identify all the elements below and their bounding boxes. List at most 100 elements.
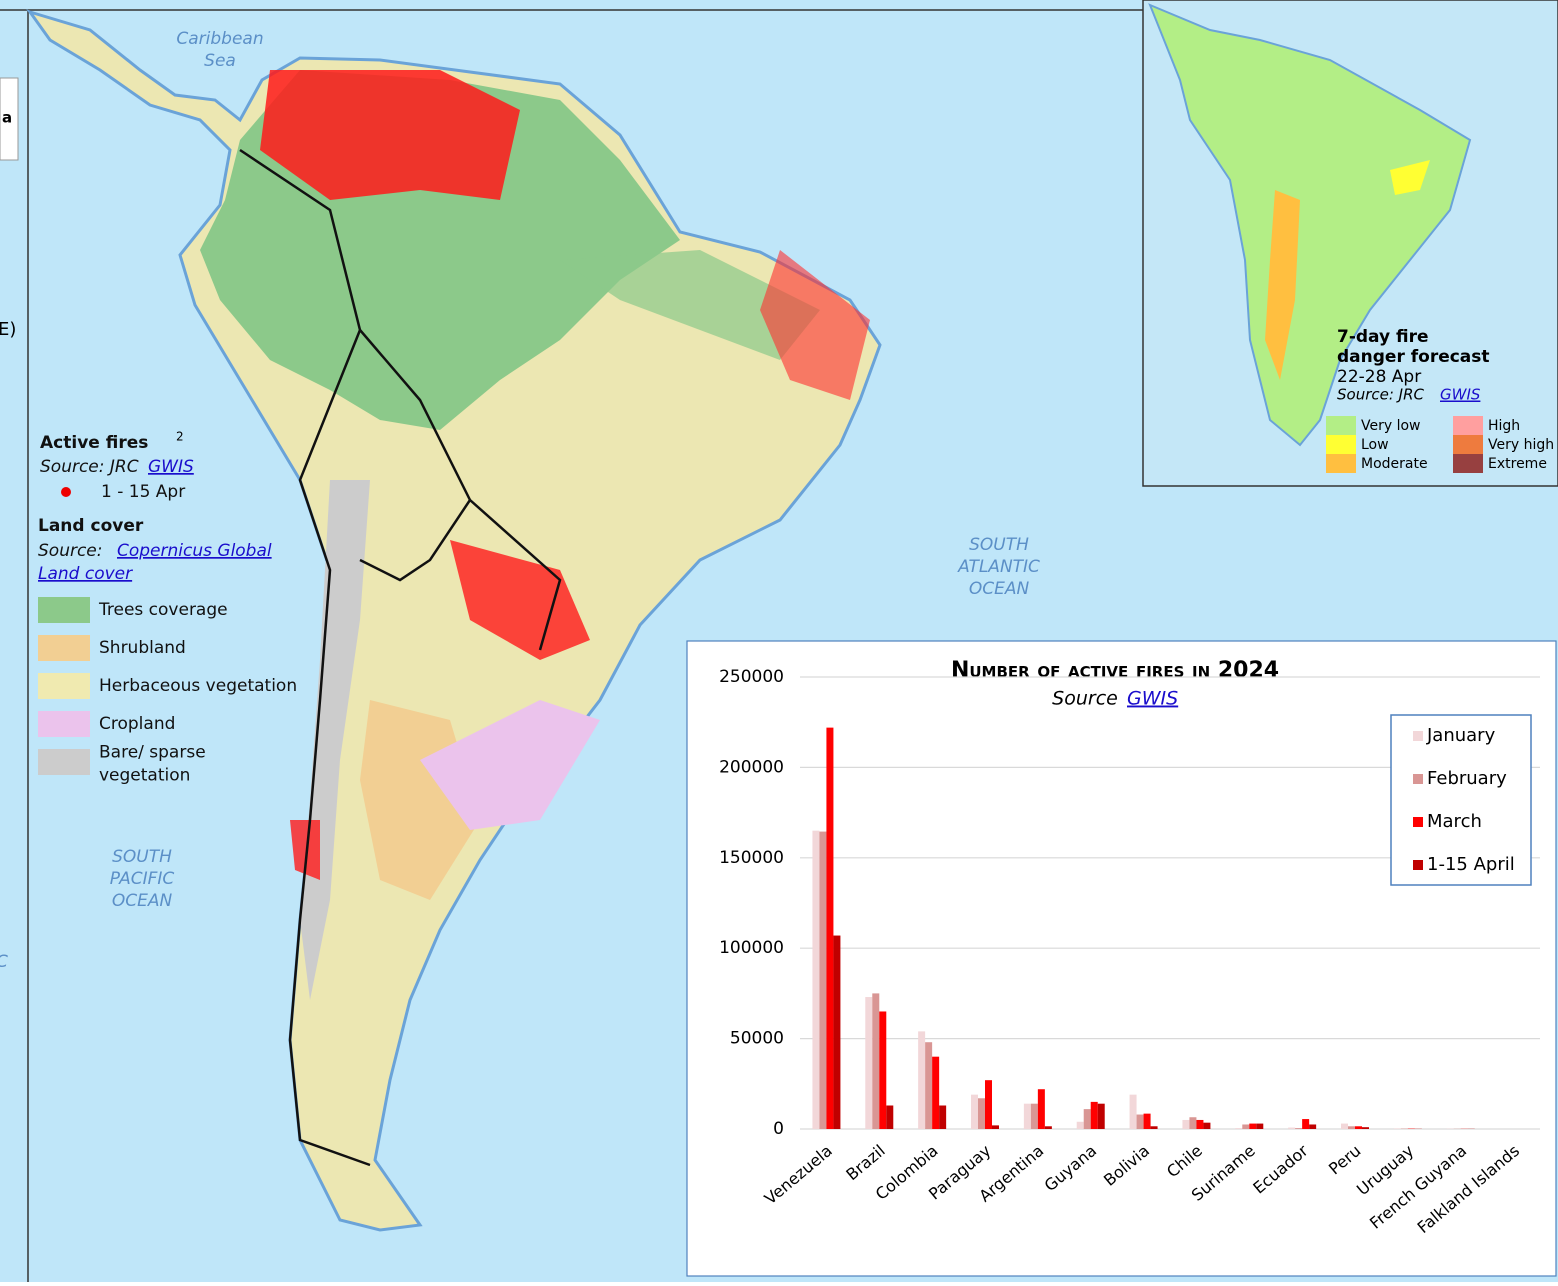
- bar: [985, 1080, 992, 1129]
- chart-title: Number of active fires in 2024: [951, 658, 1279, 683]
- legend-swatch: [1413, 731, 1423, 741]
- bar: [872, 993, 879, 1129]
- bar: [1077, 1122, 1084, 1129]
- sea-label: Caribbean: [176, 29, 263, 49]
- bar: [833, 936, 840, 1129]
- legend-label: High: [1488, 418, 1520, 434]
- legend-swatch: [1326, 416, 1356, 435]
- bar: [939, 1105, 946, 1129]
- bar: [932, 1057, 939, 1129]
- legend-title: Active fires: [40, 433, 148, 453]
- bar: [1144, 1114, 1151, 1129]
- bar: [1151, 1126, 1158, 1129]
- bar: [1189, 1117, 1196, 1129]
- inset-title: 7-day fire: [1337, 327, 1429, 347]
- bar: [1130, 1095, 1137, 1129]
- legend-label: Extreme: [1488, 456, 1547, 472]
- sea-label: Sea: [204, 51, 236, 71]
- bar: [886, 1105, 893, 1129]
- source-link[interactable]: Land cover: [38, 564, 133, 584]
- legend-label: Low: [1361, 437, 1389, 453]
- legend-label: Very low: [1361, 418, 1421, 434]
- fire-symbol: [61, 487, 71, 497]
- inset-title: danger forecast: [1337, 347, 1490, 367]
- bar: [1355, 1126, 1362, 1129]
- source-link[interactable]: GWIS: [1127, 688, 1178, 710]
- legend-label: Herbaceous vegetation: [99, 676, 297, 696]
- legend-swatch: [1326, 435, 1356, 454]
- legend-swatch: [38, 635, 90, 661]
- bar: [1235, 1128, 1242, 1129]
- cut-label: a: [2, 109, 12, 127]
- bar: [879, 1011, 886, 1129]
- legend-label: Very high: [1488, 437, 1554, 453]
- inset-source: Source: JRC: [1337, 386, 1425, 404]
- bar: [1256, 1124, 1263, 1129]
- legend-label: March: [1427, 811, 1482, 832]
- legend-swatch: [38, 749, 90, 775]
- bar: [1341, 1124, 1348, 1129]
- y-tick-label: 250000: [719, 667, 784, 687]
- legend-swatch: [1326, 454, 1356, 473]
- bar: [971, 1095, 978, 1129]
- bar: [1098, 1104, 1105, 1129]
- legend-label: Cropland: [99, 714, 175, 734]
- bar: [1196, 1120, 1203, 1129]
- legend-item: 1 - 15 Apr: [101, 482, 185, 502]
- y-tick-label: 100000: [719, 938, 784, 958]
- bar: [819, 832, 826, 1129]
- bar: [1348, 1126, 1355, 1129]
- legend-source: Source: JRC: [40, 457, 139, 477]
- legend-label: vegetation: [99, 766, 190, 786]
- page: a E) C Caribbean Sea SOUTH ATLANTIC OCEA…: [0, 0, 1558, 1286]
- bar: [865, 997, 872, 1129]
- bar: [812, 831, 819, 1129]
- bar: [1031, 1104, 1038, 1129]
- legend-label: Shrubland: [99, 638, 186, 658]
- bar: [1038, 1089, 1045, 1129]
- legend-label: January: [1426, 725, 1496, 746]
- bar: [1249, 1124, 1256, 1129]
- legend-swatch: [38, 711, 90, 737]
- bar: [1045, 1126, 1052, 1129]
- y-tick-label: 0: [773, 1119, 784, 1139]
- legend-label: Moderate: [1361, 456, 1428, 472]
- bar: [1024, 1104, 1031, 1129]
- bar: [918, 1031, 925, 1129]
- legend-label: February: [1427, 768, 1507, 789]
- bar: [826, 728, 833, 1129]
- source-link[interactable]: GWIS: [1440, 386, 1481, 404]
- sea-label: SOUTH: [112, 847, 172, 867]
- bar: [1203, 1123, 1210, 1129]
- bar: [992, 1125, 999, 1129]
- y-tick-label: 50000: [730, 1029, 784, 1049]
- y-tick-label: 200000: [719, 757, 784, 777]
- cut-label: E): [0, 319, 16, 340]
- source-link[interactable]: GWIS: [148, 457, 194, 477]
- source-link[interactable]: Copernicus Global: [117, 541, 272, 561]
- bar: [1242, 1124, 1249, 1129]
- legend-swatch: [1453, 435, 1483, 454]
- bar: [1182, 1120, 1189, 1129]
- y-tick-label: 150000: [719, 848, 784, 868]
- bar: [1302, 1119, 1309, 1129]
- legend-label: Trees coverage: [98, 600, 228, 620]
- legend-swatch: [1413, 774, 1423, 784]
- chart-subtitle: Source: [1052, 688, 1118, 710]
- bar: [1091, 1102, 1098, 1129]
- footnote-mark: 2: [176, 430, 184, 444]
- legend-swatch: [38, 597, 90, 623]
- bar: [1394, 1128, 1401, 1129]
- legend-swatch: [1413, 817, 1423, 827]
- sea-label: OCEAN: [112, 891, 173, 911]
- legend-swatch: [1453, 416, 1483, 435]
- bar: [978, 1098, 985, 1129]
- legend-swatch: [1453, 454, 1483, 473]
- legend-source: Source:: [38, 541, 103, 561]
- bar: [1137, 1115, 1144, 1129]
- sea-label: PACIFIC: [110, 869, 175, 889]
- bar: [1084, 1109, 1091, 1129]
- sea-label: OCEAN: [969, 579, 1030, 599]
- cut-label: C: [0, 952, 8, 972]
- inset-dates: 22-28 Apr: [1337, 367, 1421, 387]
